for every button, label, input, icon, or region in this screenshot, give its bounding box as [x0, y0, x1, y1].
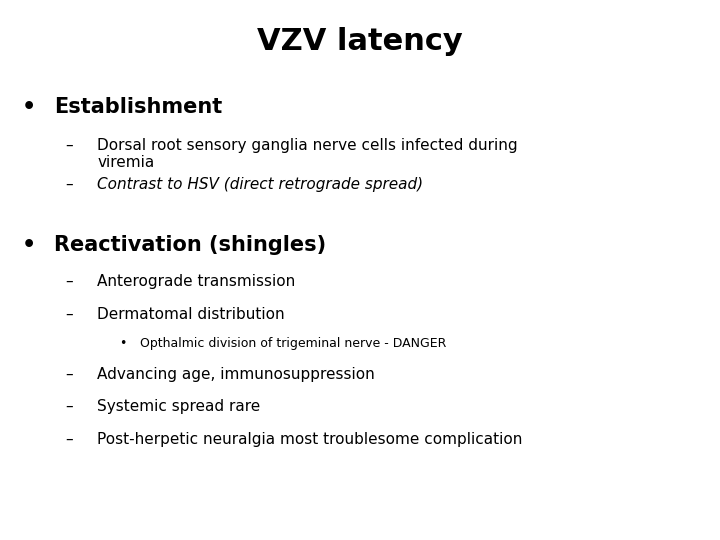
Text: •: •: [22, 235, 36, 255]
Text: Dorsal root sensory ganglia nerve cells infected during
viremia: Dorsal root sensory ganglia nerve cells …: [97, 138, 518, 170]
Text: VZV latency: VZV latency: [257, 27, 463, 56]
Text: Reactivation (shingles): Reactivation (shingles): [54, 235, 326, 255]
Text: –: –: [65, 399, 73, 414]
Text: Contrast to HSV (direct retrograde spread): Contrast to HSV (direct retrograde sprea…: [97, 177, 423, 192]
Text: Opthalmic division of trigeminal nerve - DANGER: Opthalmic division of trigeminal nerve -…: [140, 337, 447, 350]
Text: •: •: [119, 337, 126, 350]
Text: –: –: [65, 138, 73, 153]
Text: Anterograde transmission: Anterograde transmission: [97, 274, 295, 289]
Text: –: –: [65, 307, 73, 322]
Text: •: •: [22, 97, 36, 117]
Text: Dermatomal distribution: Dermatomal distribution: [97, 307, 285, 322]
Text: Systemic spread rare: Systemic spread rare: [97, 399, 261, 414]
Text: –: –: [65, 367, 73, 382]
Text: Establishment: Establishment: [54, 97, 222, 117]
Text: –: –: [65, 274, 73, 289]
Text: –: –: [65, 177, 73, 192]
Text: –: –: [65, 432, 73, 447]
Text: Advancing age, immunosuppression: Advancing age, immunosuppression: [97, 367, 375, 382]
Text: Post-herpetic neuralgia most troublesome complication: Post-herpetic neuralgia most troublesome…: [97, 432, 523, 447]
